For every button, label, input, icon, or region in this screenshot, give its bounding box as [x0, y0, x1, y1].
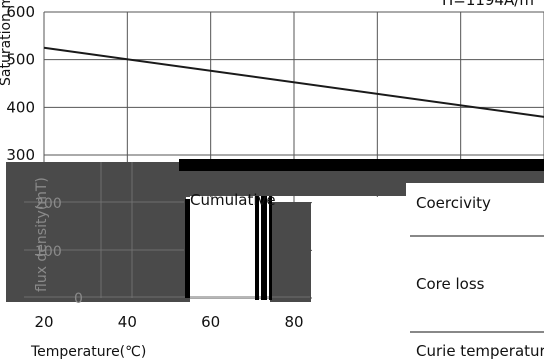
table-coercivity: Coercivity — [416, 194, 491, 212]
vertical-stripe-left — [185, 199, 190, 298]
black-top-bar — [179, 159, 544, 171]
y-tick-300: 300 — [6, 146, 35, 164]
x-tick-60: 60 — [201, 313, 220, 331]
vertical-stripe-center-2 — [261, 196, 267, 300]
ghost-tick-100: 100 — [35, 244, 62, 260]
table-title-fragment: Cumulative — [190, 191, 276, 209]
y-tick-600: 600 — [6, 3, 35, 21]
vertical-stripe-center-1 — [255, 196, 259, 300]
table-curie: Curie temperature — [416, 342, 544, 360]
condition-label: H=1194A/m — [442, 0, 534, 9]
y-axis-title: Saturation magnetic flux density(mT) — [0, 0, 14, 86]
series-layer — [43, 46, 544, 118]
series-line — [43, 46, 544, 118]
x-axis-title: Temperature(℃) — [30, 344, 146, 360]
y-tick-500: 500 — [6, 51, 35, 69]
white-damage-panel — [186, 197, 272, 298]
y-tick-400: 400 — [6, 98, 35, 116]
white-table-panel — [406, 183, 544, 360]
white-damage-panel-right — [312, 197, 406, 360]
x-tick-40: 40 — [118, 313, 137, 331]
gray-overlay-right — [270, 202, 311, 302]
ghost-tick-0: 0 — [74, 291, 83, 307]
x-tick-80: 80 — [284, 313, 303, 331]
ghost-tick-200: 200 — [35, 196, 62, 212]
table-core-loss: Core loss — [416, 275, 485, 293]
vertical-stripe-center-3 — [269, 196, 272, 300]
ghost-y-axis-title: flux density(mT) — [34, 177, 50, 292]
x-tick-20: 20 — [34, 313, 53, 331]
gray-overlay-left — [6, 162, 190, 302]
